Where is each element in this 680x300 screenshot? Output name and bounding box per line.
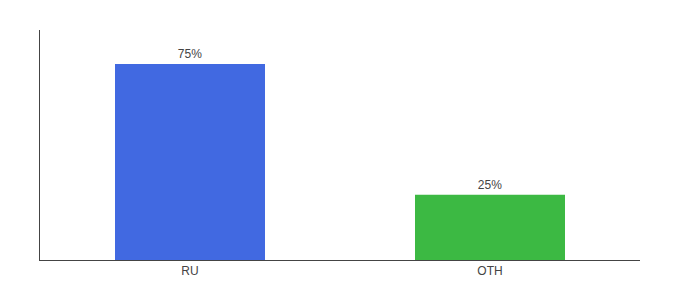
svg-text:RU: RU: [181, 264, 198, 278]
svg-text:25%: 25%: [478, 178, 502, 192]
svg-text:75%: 75%: [178, 47, 202, 61]
svg-text:OTH: OTH: [477, 264, 502, 278]
